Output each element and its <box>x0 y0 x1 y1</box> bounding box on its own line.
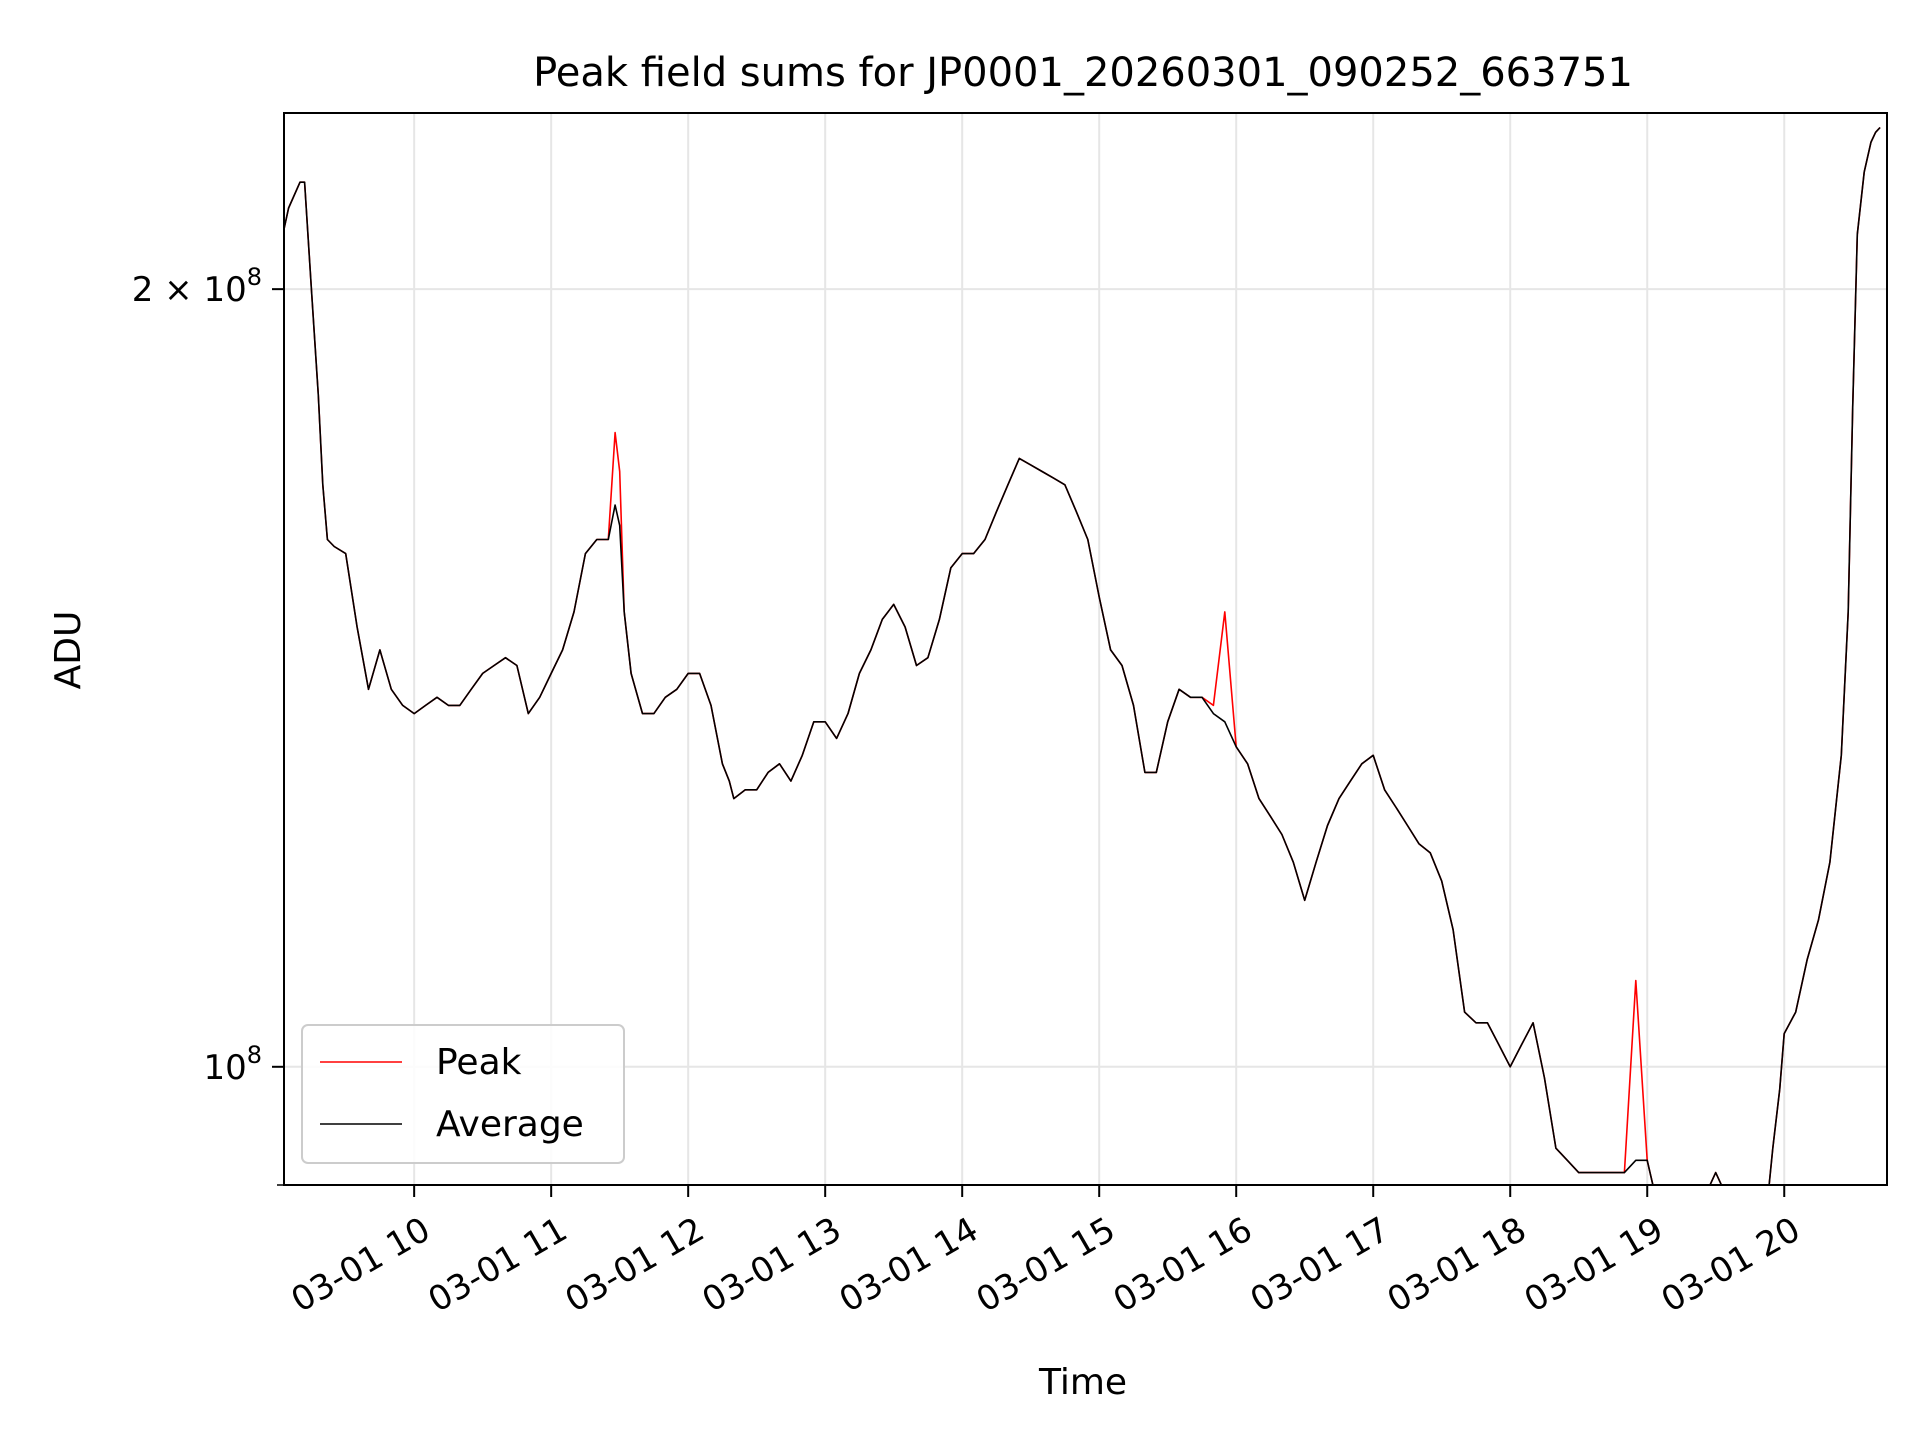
legend-box <box>301 1024 625 1164</box>
series-line-average <box>284 126 1881 1185</box>
chart-title: Peak field sums for JP0001_20260301_0902… <box>533 50 1633 96</box>
legend-label-average: Average <box>436 1104 584 1145</box>
y-axis-label: ADU <box>48 611 89 690</box>
y-tick-label: 2 × 108 <box>132 263 262 310</box>
series-lines <box>284 126 1881 1185</box>
legend: Peak Average <box>301 1024 625 1164</box>
plot-frame <box>283 112 1888 1186</box>
legend-label-peak: Peak <box>436 1042 522 1083</box>
x-axis-label: Time <box>1038 1362 1127 1403</box>
